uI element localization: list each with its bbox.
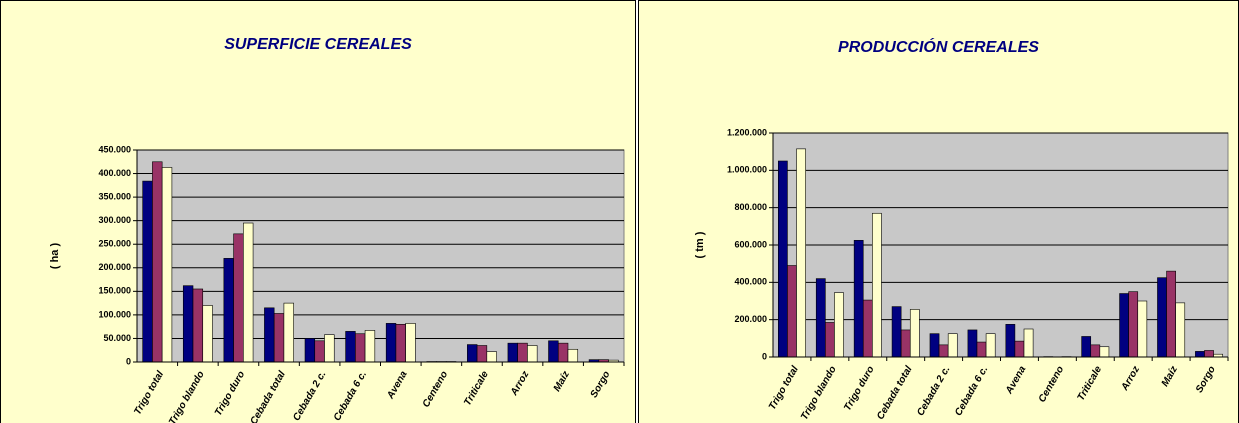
y-tick-label: 150.000 (98, 286, 131, 296)
bar (405, 323, 416, 363)
bar (947, 333, 958, 358)
y-tick-label: 200.000 (98, 262, 131, 272)
bar (1099, 346, 1110, 358)
chart-title: PRODUCCIÓN CEREALES (838, 37, 1039, 56)
bar (192, 288, 204, 363)
bar (1128, 291, 1139, 358)
bar (1204, 350, 1214, 358)
y-tick-label: 300.000 (98, 215, 131, 225)
bar (345, 331, 356, 363)
bar (507, 342, 518, 363)
bar (976, 341, 987, 358)
bar (182, 285, 194, 363)
bar (324, 334, 335, 363)
bar (796, 148, 806, 358)
bar (355, 333, 366, 363)
bar (233, 233, 244, 363)
bar (900, 329, 911, 358)
y-tick-label: 250.000 (98, 239, 131, 249)
y-axis-label: ( ha ) (49, 243, 61, 270)
bar (1119, 293, 1129, 358)
bar (1166, 270, 1176, 358)
bar (243, 222, 254, 363)
bar (567, 348, 579, 363)
bar (967, 329, 978, 358)
bar (527, 345, 538, 363)
chart-title: SUPERFICIE CEREALES (224, 36, 412, 53)
bar (929, 333, 940, 358)
y-tick-label: 800.000 (734, 202, 767, 212)
bar (548, 340, 559, 363)
y-tick-label: 50.000 (103, 333, 131, 343)
bar (1081, 336, 1092, 358)
plot-area (136, 149, 625, 363)
bar (1023, 328, 1034, 358)
bar (938, 344, 949, 358)
bar (557, 342, 569, 363)
bar (223, 258, 234, 363)
bar (985, 333, 996, 358)
bar (787, 265, 797, 358)
bar (1005, 324, 1016, 358)
bar (1137, 300, 1148, 358)
bar (909, 309, 920, 358)
bar (815, 278, 826, 358)
bar (853, 240, 864, 358)
bar (517, 342, 528, 363)
y-tick-label: 1.000.000 (727, 165, 767, 175)
bar (476, 345, 488, 363)
bar (891, 306, 902, 358)
bar (304, 338, 316, 363)
bar (283, 302, 294, 363)
bar (364, 330, 376, 363)
y-tick-label: 400.000 (98, 168, 131, 178)
bar (778, 160, 788, 358)
bar (314, 340, 325, 363)
bar (1090, 344, 1101, 358)
y-tick-label: 200.000 (734, 314, 767, 324)
bar (486, 351, 497, 363)
bar (825, 322, 835, 358)
bar (1014, 340, 1025, 358)
bar (1157, 277, 1167, 358)
bar (202, 305, 213, 363)
bar (1175, 302, 1186, 358)
bar (872, 212, 882, 358)
bar (273, 313, 285, 363)
bar (264, 307, 275, 363)
y-tick-label: 0 (762, 351, 767, 361)
bar (385, 323, 397, 363)
bar (161, 167, 173, 363)
bar (834, 292, 844, 358)
y-tick-label: 100.000 (98, 309, 131, 319)
bar (152, 161, 163, 363)
bar (862, 299, 873, 358)
y-axis-label: ( tm ) (694, 231, 706, 258)
y-tick-label: 0 (126, 356, 131, 366)
bar (142, 180, 153, 363)
y-tick-label: 450.000 (98, 144, 131, 154)
bar (1195, 351, 1205, 358)
bar (395, 324, 406, 363)
y-tick-label: 1.200.000 (727, 127, 767, 137)
y-tick-label: 350.000 (98, 191, 131, 201)
y-tick-label: 600.000 (734, 239, 767, 249)
bar (467, 344, 478, 363)
y-tick-label: 400.000 (734, 277, 767, 287)
